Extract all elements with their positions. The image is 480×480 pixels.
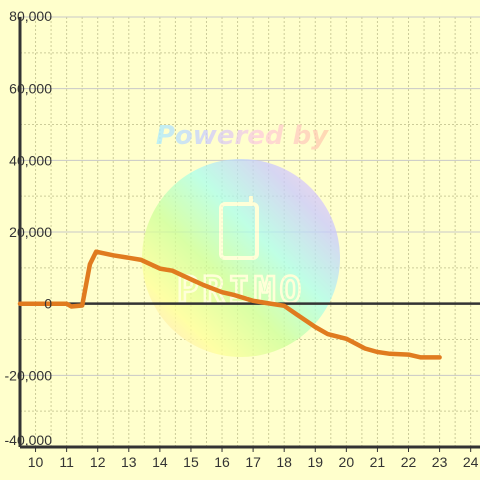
y-tick-label: -40,000 [5, 432, 53, 448]
x-tick-label: 19 [307, 454, 323, 470]
y-tick-label: 60,000 [9, 81, 52, 97]
x-tick-label: 10 [28, 454, 44, 470]
x-tick-label: 24 [463, 454, 479, 470]
x-tick-label: 11 [59, 454, 74, 470]
x-tick-label: 18 [276, 454, 292, 470]
x-tick-label: 23 [432, 454, 448, 470]
y-tick-labels: -40,000 -20,000 0 20,000 40,000 60,000 80,000 [5, 8, 53, 448]
y-tick-label: 20,000 [9, 224, 52, 240]
x-tick-labels: 10 11 12 13 14 15 16 17 18 19 20 21 22 23 24 [28, 454, 479, 470]
y-tick-label: 0 [44, 296, 52, 312]
minor-grid [20, 17, 480, 447]
series-line [17, 249, 442, 360]
x-tick-label: 15 [183, 454, 199, 470]
y-tick-label: 80,000 [9, 8, 52, 24]
x-tick-label: 14 [152, 454, 168, 470]
watermark-text: Powered by [156, 121, 329, 151]
x-tick-label: 12 [90, 454, 106, 470]
x-tick-label: 22 [401, 454, 417, 470]
x-tick-label: 21 [370, 454, 386, 470]
y-tick-label: 40,000 [9, 152, 52, 168]
y-tick-label: -20,000 [5, 367, 53, 383]
x-tick-label: 20 [339, 454, 355, 470]
x-tick-label: 13 [121, 454, 137, 470]
axes [18, 17, 480, 452]
x-tick-label: 16 [214, 454, 230, 470]
series-layer [17, 249, 442, 360]
x-tick-label: 17 [245, 454, 261, 470]
watermark-phone-icon [219, 202, 259, 260]
